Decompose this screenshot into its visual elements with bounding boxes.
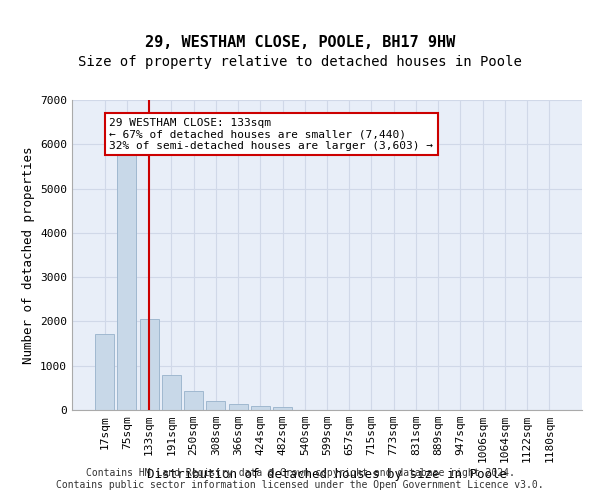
X-axis label: Distribution of detached houses by size in Poole: Distribution of detached houses by size … [147, 468, 507, 480]
Text: 29 WESTHAM CLOSE: 133sqm
← 67% of detached houses are smaller (7,440)
32% of sem: 29 WESTHAM CLOSE: 133sqm ← 67% of detach… [109, 118, 433, 151]
Text: 29, WESTHAM CLOSE, POOLE, BH17 9HW: 29, WESTHAM CLOSE, POOLE, BH17 9HW [145, 35, 455, 50]
Text: Size of property relative to detached houses in Poole: Size of property relative to detached ho… [78, 55, 522, 69]
Bar [162, 374, 181, 410]
Text: Contains HM Land Registry data © Crown copyright and database right 2024.
Contai: Contains HM Land Registry data © Crown c… [56, 468, 544, 490]
Bar [251, 406, 270, 410]
Bar [206, 400, 225, 410]
Bar [95, 334, 114, 410]
Bar [184, 391, 203, 410]
Y-axis label: Number of detached properties: Number of detached properties [22, 146, 35, 364]
Bar [273, 407, 292, 410]
Bar [229, 404, 248, 410]
Bar [118, 156, 136, 410]
Bar [140, 319, 158, 410]
